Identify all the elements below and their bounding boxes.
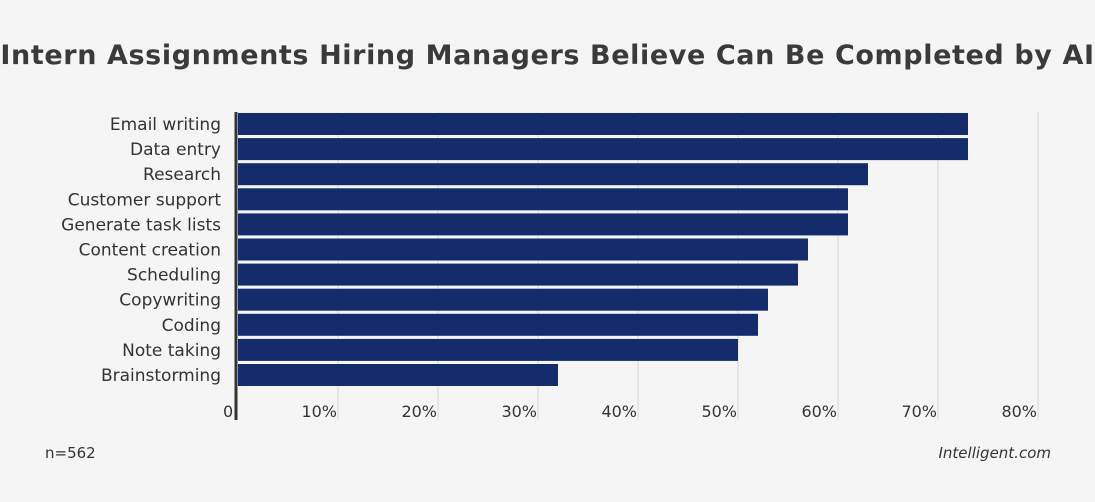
category-label: Generate task lists [61, 215, 221, 235]
x-tick-label: 40% [601, 402, 637, 421]
x-tick-label: 10% [301, 402, 337, 421]
category-label: Coding [162, 316, 221, 336]
bar-generate-task-lists [238, 213, 848, 236]
bar-content-creation [238, 238, 808, 261]
bar-scheduling [238, 263, 798, 286]
category-label: Content creation [79, 241, 221, 261]
category-label: Note taking [122, 341, 221, 361]
category-label: Email writing [110, 115, 221, 135]
x-tick-label: 60% [801, 402, 837, 421]
x-tick-label: 80% [1001, 402, 1037, 421]
x-tick-label: 30% [501, 402, 537, 421]
category-label: Brainstorming [101, 366, 221, 386]
chart-title: Intern Assignments Hiring Managers Belie… [0, 40, 1095, 71]
category-label: Customer support [68, 190, 222, 210]
bar-customer-support [238, 188, 848, 211]
sample-size-note: n=562 [45, 444, 96, 462]
x-tick-label: 0 [223, 402, 233, 421]
bar-data-entry [238, 138, 968, 161]
source-credit: Intelligent.com [938, 444, 1052, 462]
category-label: Data entry [130, 140, 221, 160]
category-label: Research [143, 165, 221, 185]
bar-copywriting [238, 288, 768, 311]
category-label: Scheduling [127, 266, 221, 286]
bar-research [238, 163, 868, 186]
bar-email-writing [238, 113, 968, 135]
x-tick-label: 70% [901, 402, 937, 421]
category-label: Copywriting [119, 291, 221, 311]
bar-coding [238, 313, 758, 336]
bar-note-taking [238, 338, 738, 361]
x-tick-label: 50% [701, 402, 737, 421]
x-tick-label: 20% [401, 402, 437, 421]
bar-brainstorming [238, 364, 558, 386]
